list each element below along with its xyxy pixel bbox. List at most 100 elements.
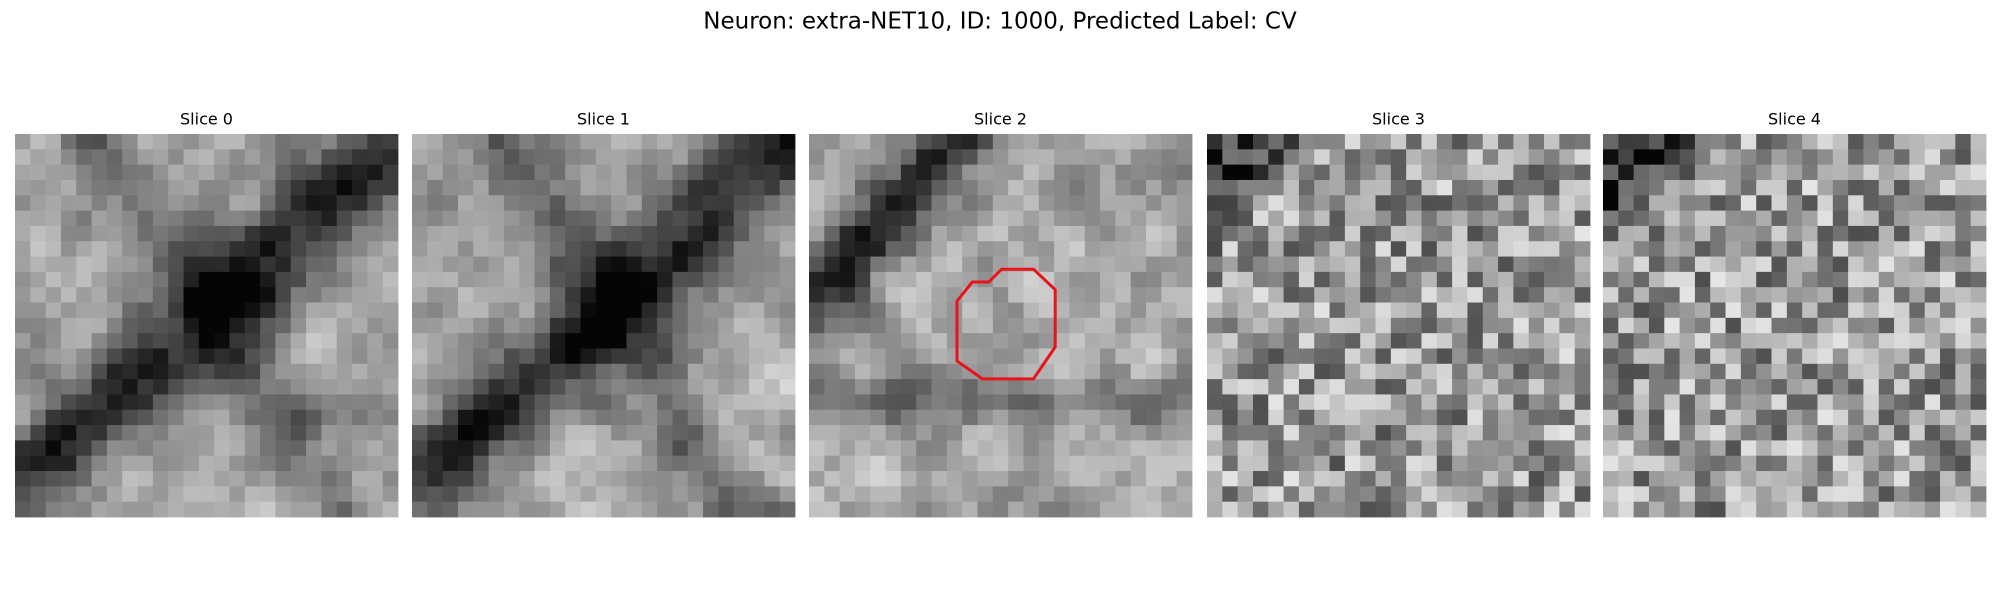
pixel — [580, 134, 597, 150]
pixel — [473, 317, 489, 334]
pixel — [183, 409, 200, 426]
pixel — [1909, 363, 1926, 380]
pixel — [306, 379, 322, 395]
pixel — [488, 409, 505, 426]
pixel — [703, 394, 719, 411]
pixel — [1054, 134, 1070, 150]
pixel — [626, 134, 643, 150]
pixel — [1498, 440, 1514, 457]
pixel — [1268, 287, 1284, 303]
pixel — [275, 195, 292, 211]
pixel — [565, 379, 581, 395]
pixel — [764, 302, 781, 319]
pixel — [1222, 394, 1239, 411]
pixel — [1848, 486, 1864, 503]
pixel — [931, 241, 948, 257]
pixel — [1528, 486, 1545, 503]
pixel — [549, 409, 566, 426]
pixel — [1802, 440, 1818, 457]
pixel — [1559, 333, 1576, 349]
pixel — [1023, 425, 1040, 441]
pixel — [1482, 363, 1499, 380]
pixel — [91, 486, 108, 503]
pixel — [1679, 333, 1696, 349]
pixel — [306, 394, 322, 411]
pixel — [306, 348, 322, 365]
pixel — [1664, 164, 1680, 181]
pixel — [1344, 486, 1361, 503]
pixel — [1574, 271, 1591, 288]
pixel — [1771, 440, 1788, 457]
pixel — [1740, 164, 1757, 181]
pixel — [687, 225, 704, 242]
pixel — [687, 471, 704, 487]
pixel — [1084, 134, 1101, 150]
pixel — [839, 379, 856, 395]
pixel — [1375, 501, 1392, 518]
pixel — [749, 210, 765, 227]
pixel — [1344, 425, 1361, 441]
pixel — [1390, 134, 1407, 150]
pixel — [900, 287, 917, 303]
pixel — [809, 455, 825, 472]
pixel — [1283, 471, 1300, 487]
pixel — [152, 471, 169, 487]
pixel — [1817, 195, 1834, 211]
pixel — [1237, 317, 1254, 334]
pixel — [321, 302, 338, 319]
pixel — [442, 241, 459, 257]
pixel — [306, 149, 322, 166]
pixel — [641, 149, 658, 166]
pixel — [229, 271, 246, 288]
pixel — [76, 164, 92, 181]
pixel — [1771, 455, 1788, 472]
pixel — [260, 501, 276, 518]
pixel — [91, 164, 108, 181]
pixel — [931, 455, 948, 472]
pixel — [1207, 317, 1223, 334]
pixel — [1756, 302, 1772, 319]
pixel — [779, 394, 796, 411]
pixel — [1802, 471, 1818, 487]
pixel — [839, 302, 856, 319]
pixel — [30, 455, 47, 472]
pixel — [1664, 256, 1680, 273]
pixel — [473, 455, 489, 472]
pixel — [1298, 471, 1315, 487]
pixel — [352, 287, 368, 303]
pixel — [1648, 164, 1665, 181]
pixel — [839, 363, 856, 380]
pixel — [457, 394, 474, 411]
pixel — [977, 440, 994, 457]
pixel — [1176, 210, 1193, 227]
pixel — [733, 256, 750, 273]
pixel — [749, 241, 765, 257]
pixel — [1390, 425, 1407, 441]
pixel — [1054, 225, 1070, 242]
pixel — [992, 348, 1009, 365]
pixel — [1756, 486, 1772, 503]
pixel — [580, 302, 597, 319]
pixel — [1008, 271, 1024, 288]
pixel — [916, 225, 932, 242]
pixel — [306, 195, 322, 211]
pixel — [91, 287, 108, 303]
pixel — [641, 287, 658, 303]
pixel — [749, 394, 765, 411]
pixel — [854, 455, 871, 472]
pixel — [106, 256, 123, 273]
pixel — [1725, 363, 1742, 380]
pixel — [580, 471, 597, 487]
pixel — [1298, 486, 1315, 503]
pixel — [1513, 501, 1530, 518]
pixel — [60, 471, 77, 487]
pixel — [1084, 271, 1101, 288]
pixel — [549, 363, 566, 380]
pixel — [503, 348, 520, 365]
pixel — [137, 471, 154, 487]
pixel — [1375, 149, 1392, 166]
pixel — [152, 333, 169, 349]
pixel — [1924, 149, 1941, 166]
pixel — [870, 440, 886, 457]
pixel — [1406, 134, 1422, 150]
